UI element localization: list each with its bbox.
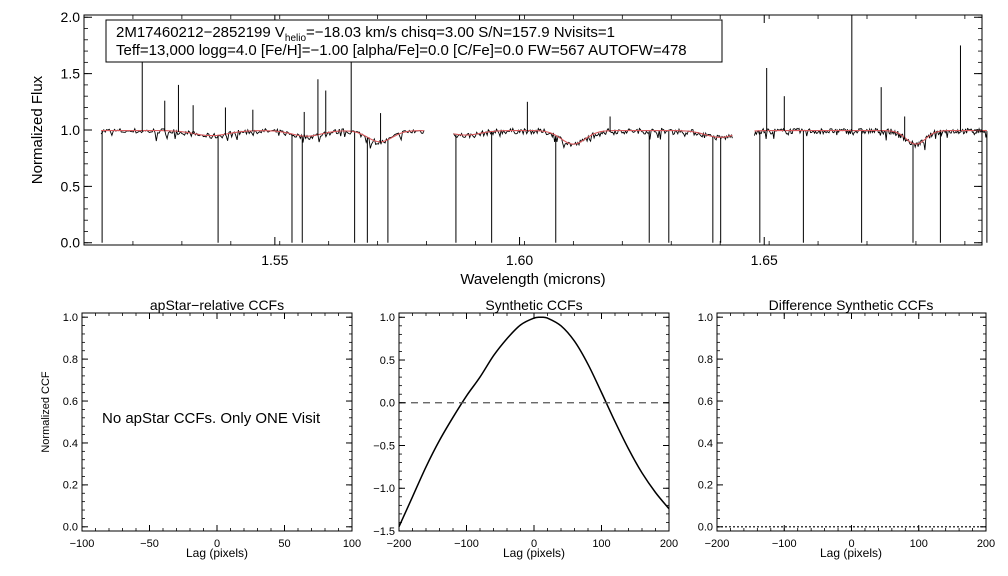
y-tick-label: 0.8 (63, 354, 78, 366)
y-tick-label: 0.5 (380, 355, 395, 367)
y-tick-label: 0.4 (698, 438, 713, 450)
y-tick-label: 0.0 (380, 398, 395, 410)
x-tick-label: 200 (977, 538, 995, 550)
y-tick-label: −1.5 (373, 526, 395, 538)
observed-spectrum-chip-1 (100, 127, 425, 149)
x-tick-label: −100 (70, 538, 95, 550)
x-tick-label: −50 (140, 538, 159, 550)
info-box (105, 19, 723, 63)
model-spectrum-chip-2 (453, 130, 733, 145)
x-tick-label: 50 (278, 538, 290, 550)
apstar-ccf-ticks: −100 −50 0 50 100 0.0 0.2 0.4 0.6 0.8 1.0 (63, 312, 361, 550)
y-tick-label: 1.5 (61, 66, 81, 82)
difference-ccf-x-axis-label: Lag (pixels) (820, 546, 882, 560)
difference-ccf-plot-frame (716, 312, 987, 532)
x-tick-label: −200 (705, 538, 730, 550)
y-tick-label: 0.6 (63, 396, 78, 408)
apstar-ccf-x-axis-label: Lag (pixels) (186, 546, 248, 560)
model-spectrum-chip-1 (101, 130, 425, 143)
synthetic-ccf-x-axis-label: Lag (pixels) (503, 546, 565, 560)
y-tick-label: 1.0 (380, 312, 395, 324)
info-line-2: Teff=13,000 logg=4.0 [Fe/H]=−1.00 [alpha… (116, 42, 687, 59)
observed-spectrum-chip-3 (753, 127, 988, 151)
y-tick-label: 0.2 (698, 480, 713, 492)
info-line-1: 2M17460212−2852199 Vhelio=−18.03 km/s ch… (116, 24, 615, 44)
spectrum-ticks: 1.55 1.60 1.65 0.0 0.5 1.0 1.5 2.0 (61, 9, 982, 268)
x-tick-label: 100 (592, 538, 610, 550)
x-tick-label: −200 (387, 538, 412, 550)
y-tick-label: −1.0 (373, 483, 395, 495)
y-tick-label: 1.0 (698, 312, 713, 324)
x-tick-label: 0 (848, 538, 854, 550)
y-tick-label: 0.2 (63, 480, 78, 492)
y-tick-label: 0.5 (61, 178, 81, 194)
x-tick-label: −100 (772, 538, 797, 550)
x-tick-label: 1.60 (506, 252, 533, 268)
spectrum-data (100, 15, 988, 243)
synthetic-ccf-title: Synthetic CCFs (485, 297, 582, 313)
y-tick-label: 1.0 (63, 312, 78, 324)
x-tick-label: 100 (910, 538, 928, 550)
apstar-ccf-y-axis-label: Normalized CCF (40, 371, 52, 453)
spectrum-y-axis-label: Normalized Flux (29, 75, 46, 184)
observed-spectrum-chip-2 (453, 127, 733, 150)
synthetic-ccf-ticks: −200 −100 0 100 200 −1.5 −1.0 −0.5 0.0 0.5 1.0 (373, 312, 678, 550)
y-tick-label: 2.0 (61, 9, 81, 25)
y-tick-label: 1.0 (61, 122, 81, 138)
y-tick-label: 0.0 (698, 522, 713, 534)
x-tick-label: 200 (660, 538, 678, 550)
synthetic-ccf-panel: −200 −100 0 100 200 −1.5 −1.0 −0.5 0.0 0.5 1.0 Syn… (373, 297, 678, 560)
spectrum-x-axis-label: Wavelength (microns) (460, 271, 605, 288)
y-tick-label: 0.0 (61, 235, 81, 251)
x-tick-label: 0 (531, 538, 537, 550)
x-tick-label: 0 (214, 538, 220, 550)
difference-ccf-panel: −200 −100 0 100 200 0.0 0.2 0.4 0.6 0.8 1.0 Differ… (698, 297, 995, 560)
y-tick-label: 0.4 (63, 438, 78, 450)
difference-ccf-title: Difference Synthetic CCFs (769, 297, 934, 313)
x-tick-label: −100 (454, 538, 479, 550)
synthetic-ccf-line (398, 316, 670, 528)
y-tick-label: 0.6 (698, 396, 713, 408)
info-line-1-subscript: helio (285, 33, 307, 44)
model-spectrum-chip-3 (754, 130, 987, 145)
y-tick-label: 0.8 (698, 354, 713, 366)
info-line-1-suffix: =−18.03 km/s chisq=3.00 S/N=157.9 Nvisit… (306, 24, 615, 41)
synthetic-ccf-plot-frame (398, 312, 670, 532)
y-tick-label: 0.0 (63, 522, 78, 534)
apstar-ccf-panel: −100 −50 0 50 100 0.0 0.2 0.4 0.6 0.8 1.0 apStar−r… (40, 297, 361, 560)
difference-ccf-ticks: −200 −100 0 100 200 0.0 0.2 0.4 0.6 0.8 1.0 (698, 312, 995, 550)
x-tick-label: 100 (343, 538, 361, 550)
apstar-ccf-title: apStar−relative CCFs (150, 297, 284, 313)
info-line-1-prefix: 2M17460212−2852199 V (116, 24, 285, 41)
spectrum-panel: 1.55 1.60 1.65 0.0 0.5 1.0 1.5 2.0 Normalized F… (29, 9, 988, 288)
x-tick-label: 1.65 (751, 252, 778, 268)
x-tick-label: 1.55 (261, 252, 288, 268)
y-tick-label: −0.5 (373, 440, 395, 452)
no-ccf-message: No apStar CCFs. Only ONE Visit (102, 410, 321, 427)
synthetic-ccf-data (398, 316, 670, 528)
